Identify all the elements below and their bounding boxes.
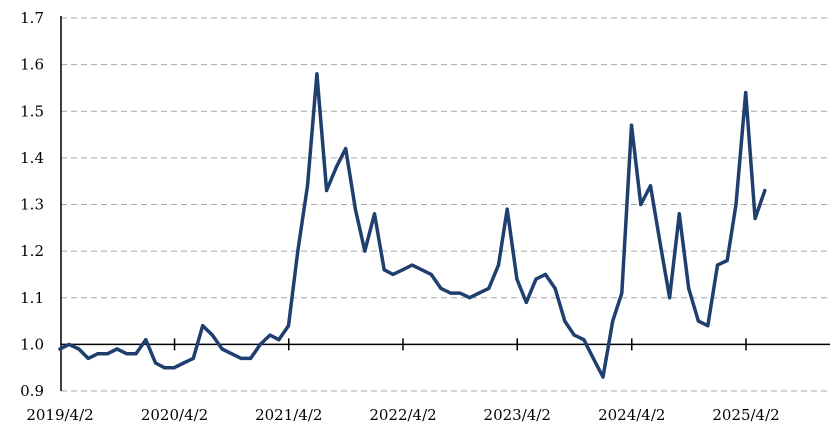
series-layer [58, 72, 767, 379]
y-tick-label: 1.0 [20, 335, 44, 353]
data-point [515, 277, 519, 281]
data-point [162, 366, 167, 370]
data-point [182, 361, 186, 365]
data-point [524, 300, 528, 304]
data-point [353, 207, 357, 211]
data-point [67, 342, 71, 346]
data-point [334, 165, 338, 169]
data-point [201, 324, 205, 328]
data-point [677, 212, 681, 216]
y-tick-label: 1.4 [20, 149, 44, 167]
data-point [229, 352, 234, 356]
data-point [96, 352, 100, 356]
data-point [125, 352, 129, 356]
data-point [591, 356, 595, 360]
data-point [753, 216, 757, 221]
data-point [86, 356, 90, 360]
data-point [429, 272, 433, 276]
x-tick-label: 2025/4/2 [712, 406, 779, 424]
x-tick-label: 2022/4/2 [369, 406, 436, 424]
data-point [410, 263, 414, 267]
data-point [239, 356, 243, 360]
x-tick-label: 2021/4/2 [255, 406, 322, 424]
data-point [477, 291, 481, 295]
data-point [696, 319, 701, 323]
data-point [468, 296, 472, 300]
data-point [439, 286, 443, 290]
data-point [363, 249, 367, 253]
data-point [496, 263, 501, 267]
y-tick-label: 1.5 [20, 102, 44, 120]
data-point [744, 91, 748, 95]
y-tick-label: 1.6 [20, 56, 44, 74]
y-tick-label: 1.1 [20, 289, 44, 307]
data-point [134, 352, 138, 356]
data-point [668, 296, 672, 300]
data-point [572, 333, 576, 337]
data-point [449, 291, 453, 295]
data-point [391, 272, 395, 276]
data-point [144, 338, 148, 342]
x-tick-label: 2020/4/2 [141, 406, 208, 424]
data-point [172, 366, 176, 370]
data-point [382, 268, 386, 272]
data-point [534, 277, 538, 281]
data-point [611, 319, 615, 323]
data-point [543, 272, 548, 276]
data-point [268, 333, 272, 337]
y-tick-label: 1.7 [20, 9, 44, 27]
series-line-0 [58, 72, 767, 379]
y-axis: 0.9 1.0 1.1 1.2 1.3 1.4 1.5 1.6 1.7 [20, 9, 62, 400]
data-point [639, 202, 643, 207]
data-point [706, 324, 710, 328]
data-point [191, 356, 195, 360]
data-point [734, 202, 738, 207]
data-point [325, 188, 329, 193]
data-point [563, 319, 567, 323]
data-point [420, 268, 424, 272]
data-point [372, 212, 377, 216]
data-point [658, 240, 662, 244]
data-point [553, 286, 557, 290]
data-point [629, 123, 634, 127]
data-point [115, 347, 119, 351]
data-point [620, 291, 624, 295]
data-point [601, 375, 605, 379]
x-tick-label: 2023/4/2 [484, 406, 551, 424]
x-axis: 2019/4/2 2020/4/2 2021/4/2 2022/4/2 2023/4/2… [26, 338, 830, 424]
y-tick-label: 0.9 [20, 382, 44, 400]
data-point [582, 338, 586, 342]
y-tick-label: 1.2 [20, 242, 44, 260]
data-point [296, 249, 300, 253]
data-point [315, 72, 319, 76]
data-point [305, 184, 310, 188]
data-point [286, 324, 291, 328]
data-point [258, 342, 262, 346]
data-point [77, 347, 81, 351]
data-point [687, 286, 691, 290]
y-tick-label: 1.3 [20, 196, 44, 214]
data-point [153, 361, 158, 365]
data-point [344, 147, 348, 151]
data-point [725, 258, 729, 263]
data-point [763, 188, 767, 193]
x-tick-label: 2019/4/2 [26, 406, 93, 424]
x-tick-label: 2024/4/2 [598, 406, 665, 424]
grid-lines [61, 17, 830, 392]
data-point [648, 184, 653, 188]
data-point [458, 291, 462, 295]
data-point [401, 268, 405, 272]
data-point [220, 347, 224, 351]
data-point [210, 333, 214, 337]
data-point [58, 347, 62, 351]
data-point [277, 338, 281, 342]
data-point [249, 356, 253, 360]
data-point [106, 352, 110, 356]
data-point [487, 286, 491, 290]
data-point [715, 263, 720, 267]
data-point [505, 207, 509, 211]
